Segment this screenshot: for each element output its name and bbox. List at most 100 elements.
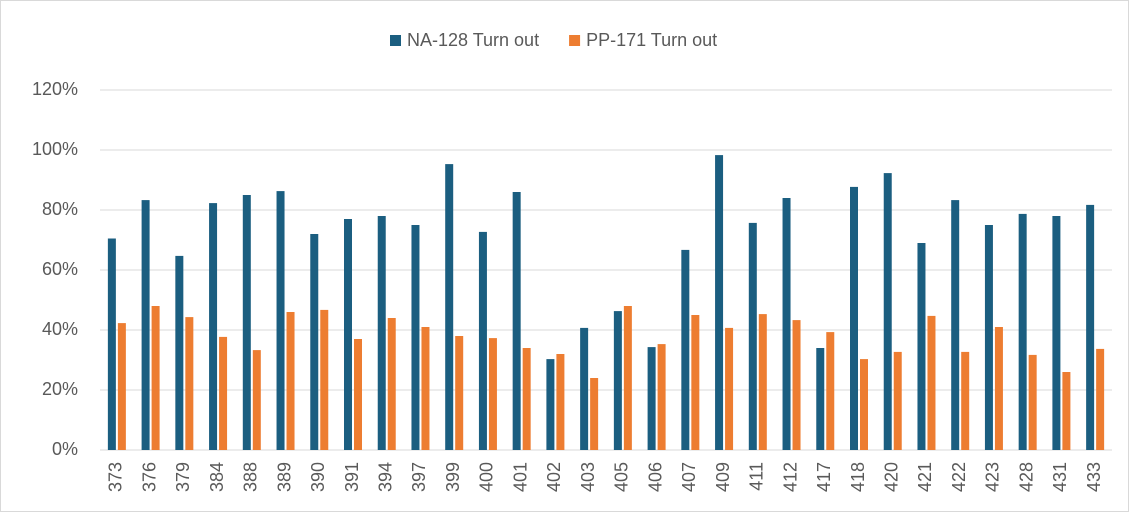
bar [623,306,632,450]
x-tick-label: 388 [241,462,261,492]
bar [1028,354,1037,450]
y-tick-label: 120% [32,79,78,99]
bar [850,186,858,450]
bar [826,332,835,450]
x-tick-label: 373 [106,462,126,492]
bar [613,311,622,450]
x-tick-label: 412 [780,462,800,492]
legend-label: PP-171 Turn out [586,30,717,50]
bar [209,203,218,450]
bar [994,327,1003,450]
bar [387,318,396,450]
x-tick-label: 401 [510,462,530,492]
bar [320,309,329,450]
bar [377,216,386,450]
x-tick-label: 384 [207,462,227,492]
x-tick-label: 406 [645,462,665,492]
bar [151,306,160,450]
y-tick-label: 0% [52,439,78,459]
bar [445,164,454,450]
bar [411,225,420,450]
bar [488,338,497,450]
bar [748,222,757,450]
bar [893,351,902,450]
x-tick-label: 433 [1084,462,1104,492]
bar [455,336,464,450]
bar [546,359,555,450]
legend-swatch [390,35,401,46]
bar [715,155,724,450]
bar [344,219,352,450]
bar [310,234,319,450]
bar [276,191,285,450]
bar [647,347,656,450]
x-tick-label: 418 [848,462,868,492]
bar [1086,204,1095,450]
x-tick-label: 428 [1016,462,1036,492]
x-tick-label: 402 [544,462,564,492]
x-tick-label: 389 [274,462,294,492]
x-tick-label: 390 [308,462,328,492]
x-tick-label: 431 [1050,462,1070,492]
y-tick-label: 20% [42,379,78,399]
legend-label: NA-128 Turn out [407,30,539,50]
bar [917,243,926,450]
bar [556,354,565,450]
x-tick-label: 405 [612,462,632,492]
bar [1062,372,1071,450]
bar [590,378,599,450]
bar [961,351,970,450]
bar [1052,216,1061,450]
x-tick-label: 420 [881,462,901,492]
x-tick-label: 399 [443,462,463,492]
bar [185,317,194,450]
bar [141,200,150,450]
x-tick-label: 391 [342,462,362,492]
x-tick-label: 422 [949,462,969,492]
bar [580,327,589,450]
x-tick-label: 411 [747,462,767,491]
bar [782,198,791,450]
x-tick-label: 394 [375,462,395,492]
bar [107,238,116,450]
bar [927,315,936,450]
x-tick-label: 379 [173,462,193,492]
bar [725,327,734,450]
bar [219,336,228,450]
x-tick-label: 397 [409,462,429,492]
bar [1096,348,1105,450]
x-tick-label: 417 [814,462,834,492]
bar [354,339,362,450]
bar [951,200,960,450]
bar [117,323,126,450]
bar [984,225,993,450]
bar [681,249,690,450]
bar [792,320,801,450]
bar [286,312,295,450]
x-tick-label: 423 [983,462,1003,492]
bar [657,344,666,450]
x-tick-label: 400 [477,462,497,492]
x-tick-label: 407 [679,462,699,492]
y-tick-label: 60% [42,259,78,279]
bar [816,348,825,450]
x-tick-label: 409 [713,462,733,492]
y-tick-label: 100% [32,139,78,159]
bar [242,195,251,450]
bar [512,192,521,450]
legend-swatch [569,35,581,46]
bar [1018,213,1027,450]
bar [252,350,261,450]
bar [478,231,487,450]
bar [883,173,892,450]
y-tick-label: 80% [42,199,78,219]
x-tick-label: 421 [915,462,935,492]
y-tick-label: 40% [42,319,78,339]
x-tick-label: 403 [578,462,598,492]
x-tick-label: 376 [139,462,159,492]
bar [421,327,430,450]
bar [175,255,184,450]
bar [860,359,868,450]
